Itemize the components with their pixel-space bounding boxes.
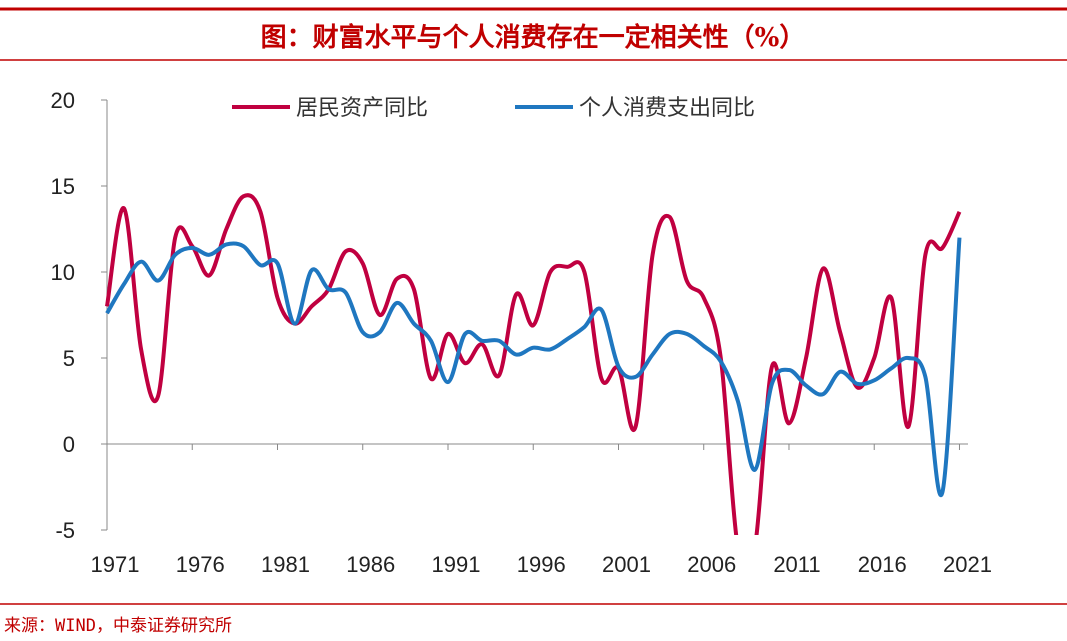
- legend-label: 居民资产同比: [296, 96, 428, 121]
- x-tick-label: 2006: [687, 552, 736, 577]
- x-tick-label: 1981: [261, 552, 310, 577]
- y-tick-label: 5: [63, 346, 75, 371]
- y-tick-label: 10: [51, 260, 75, 285]
- x-tick-label: 2001: [602, 552, 651, 577]
- source: 来源：WIND，中泰证券研究所: [4, 616, 232, 636]
- plot: -5 0 5 10 15 20 1971 1976 1981 1986 1991 1996 2001 20…: [51, 88, 992, 577]
- x-tick-label: 2011: [773, 552, 820, 577]
- x-tick-label: 2016: [858, 552, 907, 577]
- x-tick-label: 1976: [176, 552, 225, 577]
- x-tick-label: 2021: [943, 552, 992, 577]
- x-tick-label: 1991: [432, 552, 481, 577]
- series-line: [105, 237, 962, 498]
- x-tick-label: 1971: [91, 552, 140, 577]
- y-tick-label: 20: [51, 88, 75, 113]
- y-tick-label: -5: [55, 518, 75, 543]
- series-line: [105, 193, 962, 535]
- chart-title: 图：财富水平与个人消费存在一定相关性（%）: [261, 22, 806, 53]
- x-tick-label: 1996: [517, 552, 566, 577]
- y-tick-label: 0: [63, 432, 75, 457]
- legend-label: 个人消费支出同比: [579, 96, 755, 121]
- x-tick-label: 1986: [346, 552, 395, 577]
- y-tick-label: 15: [51, 174, 75, 199]
